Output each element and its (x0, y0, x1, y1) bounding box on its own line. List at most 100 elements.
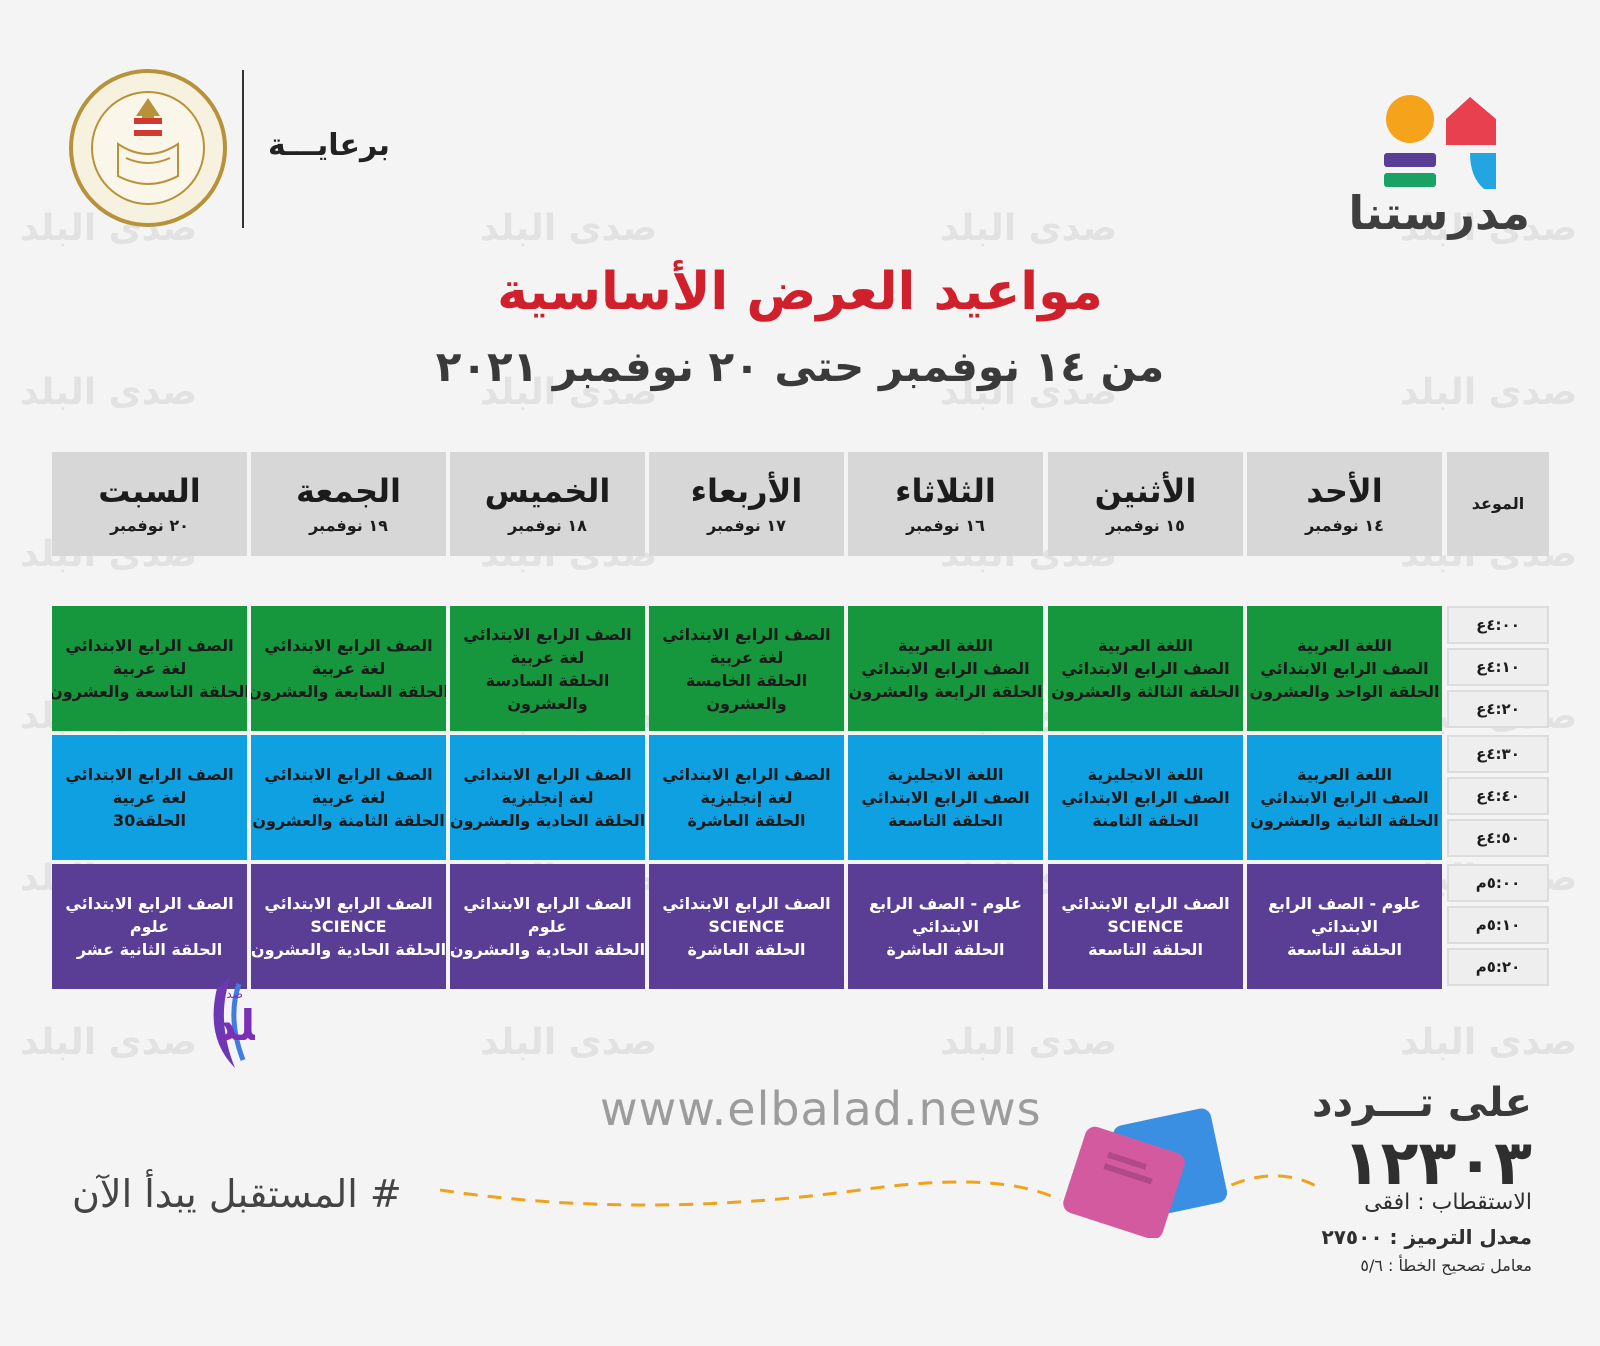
schedule-cell: الصف الرابع الابتدائي لغة عربية الحلقة الخ… (649, 606, 844, 731)
schedule-cell-line: الحلقة الحادية والعشرون (450, 940, 645, 959)
schedule-cell-line: والعشرون (507, 693, 588, 713)
brand-name: مدرستنا (1348, 186, 1530, 240)
time-slot-label: ٤:٣٠ع (1447, 735, 1549, 773)
schedule-cell-line: لغة عربية (510, 647, 585, 667)
schedule-cell-line: الصف الرابع الابتدائي (1061, 659, 1230, 678)
schedule-cell-line: لغة عربية (311, 788, 386, 807)
schedule-cell-line: الابتدائي (1311, 917, 1378, 936)
schedule-cell-line: لغة إنجليزية (700, 788, 793, 807)
day-date: ١٧ نوفمبر (707, 516, 786, 535)
watermark-text: صدى البلد (940, 372, 1118, 413)
day-name: الأثنين (1094, 472, 1197, 510)
madrasatna-logo (1384, 95, 1496, 189)
schedule-cell: اللغة العربية الصف الرابع الابتدائي الحلقة… (848, 606, 1043, 731)
schedule-cell-line: لغة عربية (709, 647, 784, 667)
schedule-cell: الصف الرابع الابتدائي SCIENCE الحلقة العاش… (649, 864, 844, 989)
schedule-cell-line: اللغة العربية (1296, 765, 1393, 784)
schedule-cell-line: الحلقة الحادية والعشرون (251, 940, 446, 959)
schedule-cell-line: الحلقة الثامنة والعشرون (252, 811, 445, 830)
schedule-cell: الصف الرابع الابتدائي لغة إنجليزية الحلقة … (450, 735, 645, 860)
schedule-cell: الصف الرابع الابتدائي لغة عربية الحلقة الت… (52, 606, 247, 731)
time-slot-label: ٤:٤٠ع (1447, 777, 1549, 815)
schedule-cell-line: الصف الرابع الابتدائي (463, 624, 632, 644)
day-name: الجمعة (296, 472, 401, 510)
watermark-text: صدى البلد (940, 1022, 1118, 1063)
schedule-cell-line: لغة عربية (311, 659, 386, 678)
schedule-cell-line: الحلقة الخامسة (685, 670, 808, 690)
schedule-cell-line: الصف الرابع الابتدائي (264, 636, 433, 655)
watermark-text: صدى البلد (480, 372, 658, 413)
schedule-cell-line: الحلقة السادسة (485, 670, 610, 690)
header-divider (242, 70, 244, 228)
schedule-cell: اللغة العربية الصف الرابع الابتدائي الحلقة… (1247, 606, 1442, 731)
time-slot-label: ٤:٢٠ع (1447, 690, 1549, 728)
day-header: الخميس ١٨ نوفمبر (450, 452, 645, 556)
elbalad-logo-text: البلد (215, 1001, 255, 1050)
day-header: الأحد ١٤ نوفمبر (1247, 452, 1442, 556)
schedule-cell-line: علوم - الصف الرابع (1268, 894, 1421, 913)
ministry-seal-logo (69, 69, 227, 227)
day-name: الخميس (484, 472, 611, 510)
day-header: الجمعة ١٩ نوفمبر (251, 452, 446, 556)
slogan-hashtag: # المستقبل يبدأ الآن (72, 1172, 402, 1216)
frequency-number: ١٢٣٠٣ (1342, 1126, 1532, 1199)
schedule-cell-line: الحلقة التاسعة (1088, 940, 1203, 959)
website-url[interactable]: www.elbalad.news (600, 1082, 1042, 1136)
schedule-cell-line: الصف الرابع الابتدائي (1260, 788, 1429, 807)
schedule-cell-line: الصف الرابع الابتدائي (65, 636, 234, 655)
schedule-cell-line: الحلقة الثالثة والعشرون (1051, 682, 1240, 701)
day-header: الأثنين ١٥ نوفمبر (1048, 452, 1243, 556)
watermark-text: صدى البلد (480, 1022, 658, 1063)
schedule-cell-line: الحلقة الواحد والعشرون (1249, 682, 1440, 701)
day-date: ١٩ نوفمبر (309, 516, 388, 535)
schedule-cell-line: علوم - الصف الرابع (869, 894, 1022, 913)
day-date: ٢٠ نوفمبر (110, 516, 189, 535)
schedule-cell-line: الصف الرابع الابتدائي (662, 765, 831, 784)
day-date: ١٥ نوفمبر (1106, 516, 1185, 535)
schedule-cell-line: لغة عربية (112, 659, 187, 678)
frequency-label: على تـــردد (1311, 1080, 1532, 1126)
schedule-cell-line: الحلقة العاشرة (886, 940, 1005, 959)
schedule-cell-line: الحلقة30 (112, 811, 187, 830)
schedule-cell-line: الصف الرابع الابتدائي (662, 894, 831, 913)
schedule-cell-line: الصف الرابع الابتدائي (264, 894, 433, 913)
schedule-cell-line: الصف الرابع الابتدائي (65, 894, 234, 913)
schedule-cell-line: الابتدائي (912, 917, 979, 936)
day-header: الأربعاء ١٧ نوفمبر (649, 452, 844, 556)
schedule-cell: اللغة الانجليزية الصف الرابع الابتدائي الح… (848, 735, 1043, 860)
schedule-cell-line: الصف الرابع الابتدائي (65, 765, 234, 784)
day-header: السبت ٢٠ نوفمبر (52, 452, 247, 556)
sponsor-label: برعايـــة (268, 128, 390, 163)
symbol-rate-text: معدل الترميز : ٢٧٥٠٠ (1321, 1225, 1532, 1249)
watermark-text: صدى البلد (1400, 372, 1578, 413)
schedule-cell-line: الحلقة التاسعة والعشرون (52, 682, 247, 701)
schedule-cell: علوم - الصف الرابع الابتدائي الحلقة العاشر… (848, 864, 1043, 989)
time-slot-label: ٤:٥٠ع (1447, 819, 1549, 857)
watermark-text: صدى البلد (20, 372, 198, 413)
schedule-cell: اللغة العربية الصف الرابع الابتدائي الحلقة… (1048, 606, 1243, 731)
schedule-cell-line: الحلقة الرابعة والعشرون (848, 682, 1043, 701)
elbalad-logo: البلد صدى (213, 976, 255, 1068)
schedule-cell: الصف الرابع الابتدائي SCIENCE الحلقة الحاد… (251, 864, 446, 989)
schedule-cell: الصف الرابع الابتدائي علوم الحلقة الثانية … (52, 864, 247, 989)
schedule-cell-line: لغة عربية (112, 788, 187, 807)
schedule-cell-line: الحلقة العاشرة (687, 940, 806, 959)
watermark-text: صدى البلد (940, 208, 1118, 249)
page-subtitle: من ١٤ نوفمبر حتى ٢٠ نوفمبر ٢٠٢١ (435, 342, 1165, 391)
schedule-cell-line: الحلقة الثامنة (1092, 811, 1199, 830)
schedule-cell-line: الصف الرابع الابتدائي (861, 788, 1030, 807)
schedule-cell-line: الصف الرابع الابتدائي (463, 894, 632, 913)
watermark-text: صدى البلد (20, 1022, 198, 1063)
books-illustration (1063, 1108, 1228, 1238)
schedule-cell-line: الحلقة التاسعة (888, 811, 1003, 830)
schedule-cell: الصف الرابع الابتدائي لغة عربية الحلقة الس… (450, 606, 645, 731)
schedule-cell: اللغة الانجليزية الصف الرابع الابتدائي الح… (1048, 735, 1243, 860)
day-date: ١٦ نوفمبر (906, 516, 985, 535)
schedule-cell-line: والعشرون (706, 693, 787, 713)
schedule-cell: الصف الرابع الابتدائي لغة إنجليزية الحلقة … (649, 735, 844, 860)
time-slot-label: ٥:٠٠م (1447, 864, 1549, 902)
schedule-cell-line: الصف الرابع الابتدائي (861, 659, 1030, 678)
schedule-cell-line: الصف الرابع الابتدائي (1061, 894, 1230, 913)
schedule-cell-line: الصف الرابع الابتدائي (1260, 659, 1429, 678)
polarization-text: الاستقطاب : افقى (1364, 1190, 1532, 1215)
